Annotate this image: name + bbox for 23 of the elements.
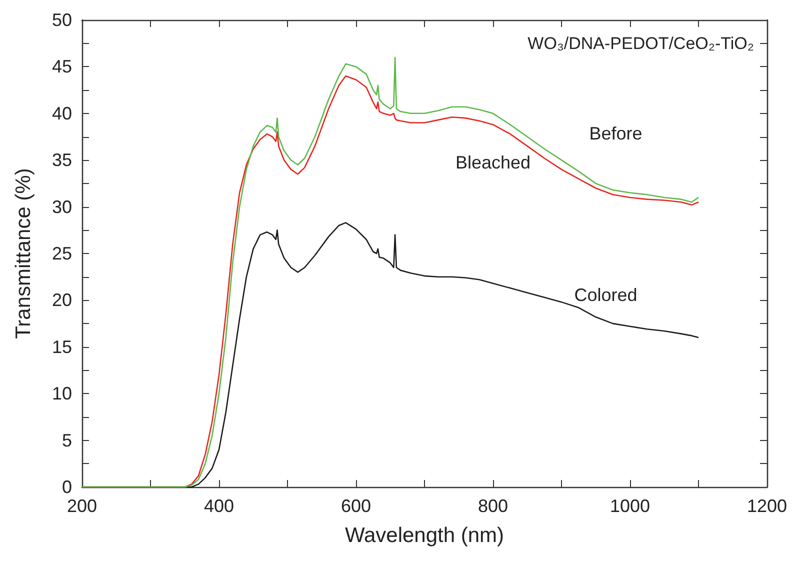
x-tick-label: 600	[340, 496, 372, 516]
series-label: Colored	[574, 285, 638, 306]
y-axis-title: Transmittance (%)	[12, 168, 35, 339]
y-tick-label: 5	[62, 430, 72, 450]
x-tick-label: 1200	[746, 496, 788, 516]
x-tick-label: 200	[66, 496, 98, 516]
y-tick-label: 15	[52, 336, 72, 357]
y-tick-label: 35	[52, 150, 72, 170]
x-axis-title: Wavelength (nm)	[344, 524, 504, 547]
series-label: Bleached	[455, 152, 531, 173]
series-label: Before	[589, 123, 642, 144]
y-tick-label: 20	[52, 290, 72, 310]
x-tick-label: 400	[204, 496, 234, 516]
y-tick-label: 50	[52, 10, 72, 30]
y-tick-label: 30	[52, 196, 72, 217]
x-tick-label: 800	[478, 496, 508, 516]
y-tick-label: 25	[52, 244, 72, 264]
x-tick-label: 1000	[610, 496, 650, 516]
y-tick-label: 0	[62, 477, 72, 497]
y-tick-label: 45	[52, 56, 72, 77]
text: WO₃/DNA-PEDOT/CeO₂-TiO₂	[528, 34, 754, 53]
y-tick-label: 10	[52, 384, 72, 404]
y-tick-label: 40	[52, 103, 72, 124]
